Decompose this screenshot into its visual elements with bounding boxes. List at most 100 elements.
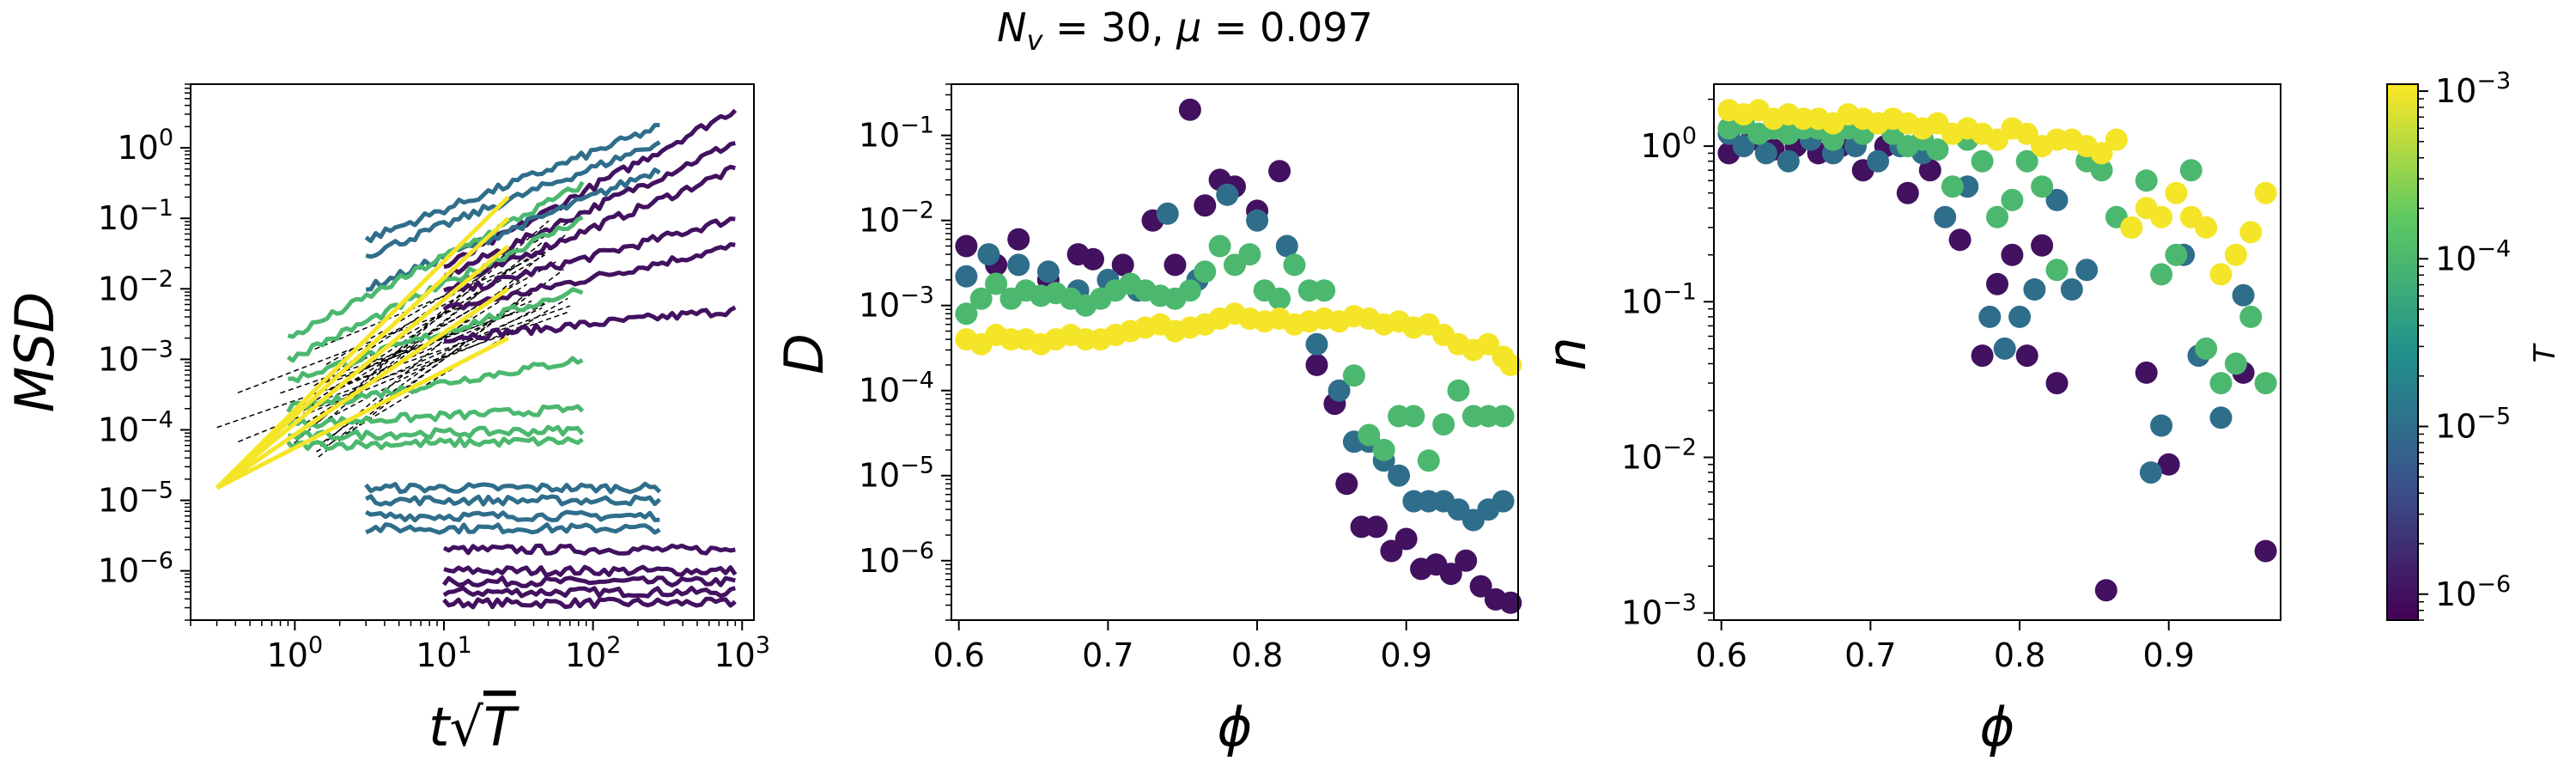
- diffusion-point: [1417, 449, 1440, 472]
- diffusion-ylabel: D: [773, 333, 835, 374]
- exponent-ylabel: n: [1535, 337, 1598, 370]
- diffusion-xtick-label: 0.7: [1082, 636, 1133, 674]
- exponent-xtick-label: 0.7: [1844, 636, 1896, 674]
- colorbar-tick-label: 10−4: [2435, 235, 2511, 277]
- diffusion-point: [1342, 364, 1365, 387]
- msd-series-line: [442, 141, 736, 280]
- exponent-point: [2165, 243, 2188, 266]
- exponent-point: [2135, 361, 2158, 384]
- msd-series-line: [442, 242, 736, 311]
- exponent-point: [1971, 344, 1994, 368]
- diffusion-point: [1208, 234, 1231, 258]
- diffusion-point: [1283, 253, 1306, 277]
- exponent-point: [2209, 263, 2233, 286]
- msd-fit-line: [311, 310, 571, 405]
- exponent-point: [1896, 181, 1919, 204]
- diffusion-point: [1380, 539, 1403, 563]
- exponent-point: [2224, 352, 2247, 375]
- msd-fit-line: [323, 295, 526, 443]
- diffusion-point: [955, 302, 978, 326]
- exponent-point: [2075, 259, 2099, 282]
- exponent-point: [2094, 579, 2117, 602]
- msd-series-line: [288, 424, 585, 441]
- msd-series-line: [215, 216, 510, 490]
- diffusion-point: [1163, 253, 1187, 277]
- exponent-point: [1978, 305, 2002, 328]
- msd-series-line: [442, 543, 736, 556]
- exponent-point: [1971, 149, 1994, 173]
- msd-xtick-label: 100: [267, 632, 324, 674]
- msd-series-line: [442, 596, 737, 610]
- diffusion-point: [1394, 527, 1418, 551]
- msd-fit-line: [328, 261, 556, 391]
- diffusion-point: [1477, 332, 1500, 356]
- msd-series-line: [444, 305, 737, 344]
- exponent-point: [2090, 159, 2113, 182]
- diffusion-point: [1432, 413, 1455, 436]
- msd-fit-line: [216, 305, 571, 429]
- exponent-point: [1948, 228, 1971, 252]
- diffusion-xtick-label: 0.9: [1381, 636, 1432, 674]
- msd-fit-line: [318, 301, 519, 458]
- exponent-point: [1754, 142, 1777, 165]
- exponent-point: [2045, 259, 2069, 282]
- msd-series-line: [442, 586, 736, 599]
- exponent-point: [2120, 216, 2143, 239]
- diffusion-point: [1447, 379, 1470, 402]
- diffusion-point: [955, 265, 978, 288]
- diffusion-panel: 0.6 0.7 0.8 0.9 10−6 10−5 10−4 10−3 10−2 10−1 Dϕ: [773, 83, 1522, 758]
- msd-ytick-label: 10−2: [98, 265, 173, 307]
- exponent-axes-frame: [1713, 83, 2281, 621]
- msd-series-line: [364, 481, 662, 495]
- msd-series-line: [365, 140, 661, 259]
- msd-series-line: [365, 494, 662, 507]
- diffusion-point: [1036, 260, 1060, 283]
- diffusion-point: [977, 243, 1000, 266]
- msd-xtick-label: 103: [714, 632, 770, 674]
- diffusion-point: [955, 234, 978, 258]
- msd-ytick-label: 10−4: [98, 406, 173, 448]
- msd-series-line: [216, 336, 510, 490]
- exponent-xtick-label: 0.6: [1695, 636, 1747, 674]
- msd-fit-line: [327, 254, 538, 368]
- exponent-point: [2031, 234, 2054, 257]
- diffusion-point: [1313, 279, 1336, 302]
- exponent-point: [2008, 305, 2032, 328]
- diffusion-point: [1275, 234, 1298, 258]
- msd-ylabel: MSD: [3, 292, 66, 413]
- exponent-point: [2015, 122, 2038, 145]
- colorbar-tick-label: 10−3: [2435, 68, 2511, 110]
- diffusion-point: [1305, 353, 1328, 376]
- msd-panel: 100 101 102 103 10−6 10−5 10−4 10−3 10−2 10−1 100 M…: [3, 83, 770, 758]
- diffusion-xtick-label: 0.6: [933, 636, 984, 674]
- diffusion-point: [1469, 575, 1492, 598]
- diffusion-point: [1455, 549, 1478, 572]
- msd-curves: [215, 108, 738, 610]
- msd-series-line: [286, 435, 584, 452]
- exponent-point: [1867, 149, 1890, 173]
- exponent-ytick-label: 10−3: [1621, 590, 1697, 632]
- msd-fit-line: [332, 313, 512, 393]
- exponent-point: [2001, 243, 2024, 266]
- exponent-point: [1986, 272, 2008, 295]
- exponent-xtick-label: 0.9: [2143, 636, 2195, 674]
- exponent-point: [2015, 149, 2038, 173]
- diffusion-point: [969, 287, 993, 310]
- exponent-point: [2001, 188, 2024, 211]
- exponent-point: [2209, 406, 2233, 429]
- exponent-point: [2209, 372, 2233, 395]
- exponent-point: [2254, 539, 2277, 563]
- diffusion-point: [1007, 228, 1030, 251]
- exponent-point: [2045, 372, 2069, 395]
- exponent-point: [1986, 205, 2008, 228]
- exponent-point: [2015, 344, 2038, 368]
- exponent-point: [2165, 181, 2188, 204]
- exponent-point: [2023, 278, 2046, 301]
- diffusion-point: [1216, 183, 1239, 206]
- exponent-ytick-label: 10−2: [1621, 435, 1697, 477]
- colorbar-gradient: [2386, 83, 2419, 621]
- diffusion-ytick-label: 10−6: [859, 538, 934, 580]
- diffusion-point: [1178, 98, 1201, 121]
- msd-series-line: [216, 287, 510, 490]
- figure-suptitle: Nv = 30, μ = 0.097: [997, 4, 1373, 57]
